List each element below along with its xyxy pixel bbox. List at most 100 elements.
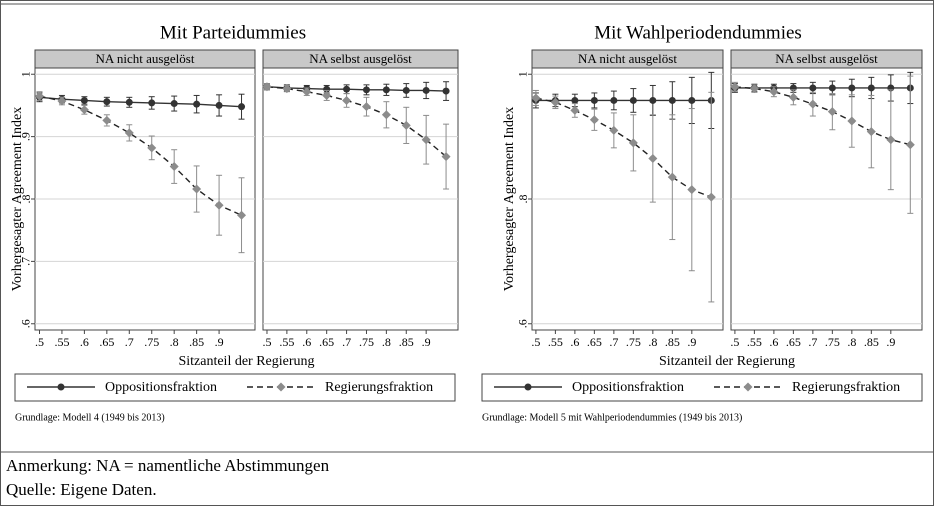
x-tick-label: .6	[570, 335, 579, 349]
marker	[125, 98, 133, 106]
x-tick-label: .65	[99, 335, 114, 349]
marker	[361, 102, 371, 112]
x-tick-label: .75	[626, 335, 641, 349]
x-tick-label: .7	[125, 335, 134, 349]
marker	[147, 143, 157, 153]
marker	[57, 96, 67, 106]
marker	[215, 101, 223, 109]
note: Quelle: Eigene Daten.	[6, 480, 157, 499]
x-tick-label: .65	[587, 335, 602, 349]
y-tick-label: 1	[19, 71, 33, 77]
x-tick-label: .6	[80, 335, 89, 349]
marker	[706, 192, 716, 202]
marker	[170, 100, 178, 108]
x-tick-label: .7	[342, 335, 351, 349]
marker	[828, 84, 836, 92]
marker	[531, 93, 541, 103]
y-tick-label: .9	[19, 132, 33, 141]
marker	[550, 97, 560, 107]
marker	[788, 92, 798, 102]
series-line	[734, 86, 911, 146]
marker	[302, 87, 312, 97]
chart-title: Mit Wahlperiodendummies	[594, 22, 802, 43]
marker	[809, 84, 817, 92]
x-tick-label: .5	[262, 335, 271, 349]
panel-title: NA selbst ausgelöst	[309, 51, 412, 66]
x-tick-label: .8	[170, 335, 179, 349]
marker	[687, 185, 697, 195]
marker	[730, 82, 740, 92]
x-tick-label: .75	[144, 335, 159, 349]
marker	[570, 105, 580, 115]
x-tick-label: .75	[359, 335, 374, 349]
y-axis-title: Vorhergesagter Agreement Index	[502, 107, 517, 292]
marker	[192, 184, 202, 194]
x-tick-label: .65	[786, 335, 801, 349]
marker	[124, 128, 134, 138]
x-tick-label: .5	[730, 335, 739, 349]
marker	[343, 85, 351, 93]
marker	[649, 96, 657, 104]
x-tick-label: .7	[609, 335, 618, 349]
marker	[401, 120, 411, 130]
marker	[668, 96, 676, 104]
marker	[867, 84, 875, 92]
legend-label: Oppositionsfraktion	[105, 380, 217, 395]
marker	[169, 162, 179, 172]
marker	[103, 98, 111, 106]
x-tick-label: .8	[847, 335, 856, 349]
marker	[848, 84, 856, 92]
y-axis-title: Vorhergesagter Agreement Index	[10, 107, 25, 292]
legend-marker	[524, 383, 532, 391]
series-line	[39, 95, 242, 216]
legend-marker	[276, 382, 286, 392]
x-tick-label: .65	[319, 335, 334, 349]
marker	[34, 91, 44, 101]
marker	[323, 85, 331, 93]
x-tick-label: .55	[54, 335, 69, 349]
marker	[827, 107, 837, 117]
y-tick-label: .6	[19, 319, 33, 328]
marker	[590, 96, 598, 104]
x-tick-label: .8	[382, 335, 391, 349]
x-tick-label: .7	[808, 335, 817, 349]
panel-title: NA selbst ausgelöst	[775, 51, 878, 66]
marker	[282, 84, 292, 94]
marker	[589, 115, 599, 125]
x-tick-label: .55	[548, 335, 563, 349]
marker	[609, 125, 619, 135]
x-tick-label: .55	[279, 335, 294, 349]
marker	[571, 96, 579, 104]
x-tick-label: .9	[886, 335, 895, 349]
y-tick-label: .8	[516, 195, 530, 204]
marker	[214, 200, 224, 210]
legend-marker	[57, 383, 65, 391]
marker	[148, 99, 156, 107]
marker	[79, 105, 89, 115]
x-tick-label: .85	[864, 335, 879, 349]
x-tick-label: .85	[399, 335, 414, 349]
marker	[342, 95, 352, 105]
marker	[847, 116, 857, 126]
x-tick-label: .5	[35, 335, 44, 349]
caption: Grundlage: Modell 4 (1949 bis 2013)	[15, 412, 165, 423]
y-tick-label: .7	[19, 257, 33, 266]
y-tick-label: .6	[516, 319, 530, 328]
panel-title: NA nicht ausgelöst	[96, 51, 195, 66]
chart-title: Mit Parteidummies	[160, 22, 306, 43]
marker	[402, 86, 410, 94]
series-line	[266, 86, 447, 92]
x-tick-label: .5	[531, 335, 540, 349]
legend-label: Regierungsfraktion	[792, 380, 900, 395]
marker	[769, 87, 779, 97]
x-tick-label: .6	[769, 335, 778, 349]
marker	[688, 96, 696, 104]
x-tick-label: .6	[302, 335, 311, 349]
note: Anmerkung: NA = namentliche Abstimmungen	[6, 456, 330, 475]
marker	[382, 86, 390, 94]
series-line	[266, 86, 447, 158]
panel-title: NA nicht ausgelöst	[578, 51, 677, 66]
marker	[262, 82, 272, 92]
